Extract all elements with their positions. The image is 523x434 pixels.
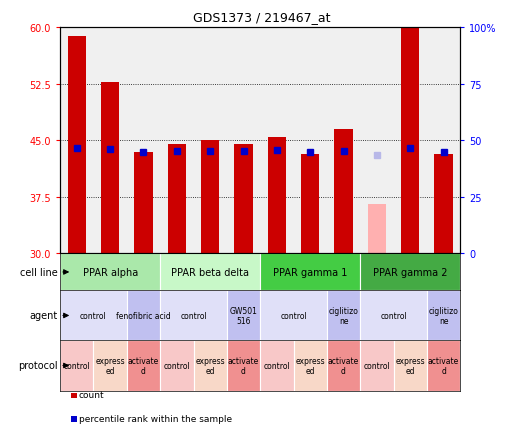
Text: fenofibric acid: fenofibric acid [116,311,171,320]
Text: activate
d: activate d [428,356,459,375]
Bar [368,205,386,254]
Bar [427,341,460,391]
Bar [301,155,320,254]
Text: count: count [78,391,104,399]
Bar [67,37,86,254]
Bar [194,341,227,391]
Bar [201,141,219,254]
Text: express
ed: express ed [95,356,125,375]
Text: protocol: protocol [18,361,58,371]
Bar [360,254,460,291]
Bar [394,341,427,391]
Bar [127,341,160,391]
Text: express
ed: express ed [395,356,425,375]
Text: control: control [80,311,107,320]
Text: cell line: cell line [20,267,58,277]
Bar [260,254,360,291]
Text: activate
d: activate d [128,356,159,375]
Text: control: control [264,361,290,370]
Text: control: control [380,311,407,320]
Bar [227,291,260,341]
Bar [293,341,327,391]
Bar [268,137,286,254]
Bar [127,291,160,341]
Bar [60,291,127,341]
Text: control: control [180,311,207,320]
Bar [60,254,160,291]
Text: PPAR gamma 2: PPAR gamma 2 [373,267,448,277]
Text: ciglitizo
ne: ciglitizo ne [328,306,358,325]
Text: control: control [63,361,90,370]
Bar [160,254,260,291]
Text: express
ed: express ed [196,356,225,375]
Bar [94,341,127,391]
Bar [360,291,427,341]
Bar [101,82,119,254]
Bar [134,152,153,254]
Text: GDS1373 / 219467_at: GDS1373 / 219467_at [193,11,330,24]
Bar [435,155,453,254]
Text: PPAR beta delta: PPAR beta delta [171,267,249,277]
Text: control: control [363,361,390,370]
Bar [334,130,353,254]
Bar [160,291,227,341]
Text: percentile rank within the sample: percentile rank within the sample [78,414,232,423]
Bar [401,28,419,254]
Bar [260,341,293,391]
Bar [327,291,360,341]
Text: PPAR gamma 1: PPAR gamma 1 [273,267,347,277]
Bar [260,291,327,341]
Bar [227,341,260,391]
Text: PPAR alpha: PPAR alpha [83,267,138,277]
Text: control: control [164,361,190,370]
Text: activate
d: activate d [228,356,259,375]
Text: agent: agent [29,311,58,321]
Text: activate
d: activate d [328,356,359,375]
Bar [427,291,460,341]
Text: express
ed: express ed [295,356,325,375]
Bar [60,341,94,391]
Bar [360,341,393,391]
Text: control: control [280,311,307,320]
Bar [160,341,194,391]
Text: ciglitizo
ne: ciglitizo ne [429,306,459,325]
Text: GW501
516: GW501 516 [230,306,257,325]
Bar [234,145,253,254]
Bar [327,341,360,391]
Bar [168,145,186,254]
